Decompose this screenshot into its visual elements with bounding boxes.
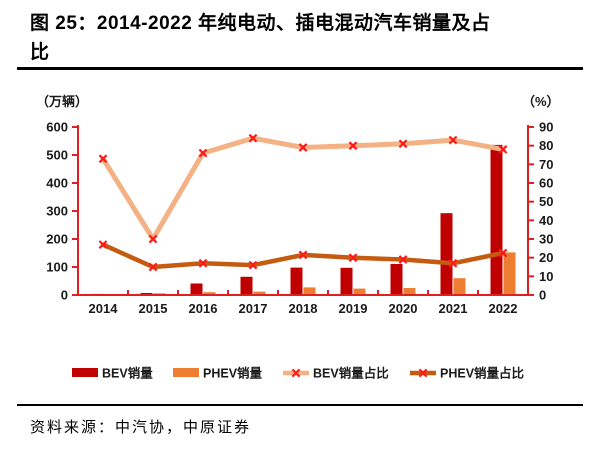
svg-text:0: 0 — [61, 288, 68, 303]
right-axis — [527, 125, 534, 296]
svg-text:2017: 2017 — [239, 301, 268, 316]
left-axis-unit-label: （万辆） — [36, 94, 88, 109]
phev-share-line — [98, 240, 508, 272]
phev-bar — [403, 288, 416, 295]
phev-bars — [103, 252, 516, 295]
phev-bar — [353, 288, 366, 295]
bev-bar — [290, 267, 303, 295]
svg-text:2021: 2021 — [439, 301, 468, 316]
phev-bar — [303, 287, 316, 295]
bev-bars — [90, 144, 503, 295]
phev-bar — [453, 278, 466, 295]
bev-bar — [440, 213, 453, 295]
svg-text:400: 400 — [46, 176, 68, 191]
right-axis-tick-labels: 0 10 20 30 40 50 60 70 80 90 — [539, 120, 553, 303]
bev-bar — [340, 267, 353, 295]
svg-text:2022: 2022 — [489, 301, 518, 316]
svg-text:40: 40 — [539, 213, 553, 228]
figure-title-line2: 比 — [30, 42, 50, 63]
bev-bar — [240, 276, 253, 295]
left-axis-tick-labels: 0 100 200 300 400 500 600 — [46, 120, 68, 303]
svg-text:0: 0 — [539, 288, 546, 303]
svg-text:300: 300 — [46, 204, 68, 219]
bev-bar — [490, 144, 503, 295]
svg-text:2016: 2016 — [189, 301, 218, 316]
svg-text:90: 90 — [539, 120, 553, 135]
chart-area: 0 100 200 300 400 500 600 0 10 20 30 40 50 60 70 80 90 20… — [0, 90, 600, 390]
svg-text:70: 70 — [539, 157, 553, 172]
svg-text:2014: 2014 — [89, 301, 119, 316]
svg-text:20: 20 — [539, 250, 553, 265]
svg-text:200: 200 — [46, 232, 68, 247]
svg-text:600: 600 — [46, 120, 68, 135]
svg-text:2018: 2018 — [289, 301, 318, 316]
svg-text:2020: 2020 — [389, 301, 418, 316]
bev-bar — [390, 263, 403, 295]
left-axis — [72, 125, 79, 296]
title-divider — [17, 67, 583, 70]
right-axis-unit-label: （%） — [522, 94, 560, 109]
legend-label: PHEV销量 — [203, 366, 263, 381]
bev-share-line — [98, 133, 508, 244]
legend-bev-swatch — [72, 368, 98, 377]
svg-text:100: 100 — [46, 260, 68, 275]
svg-text:2015: 2015 — [139, 301, 168, 316]
chart-legend: BEV销量 PHEV销量 BEV销量占比 PHEV销量占比 — [72, 366, 525, 381]
svg-text:10: 10 — [539, 269, 553, 284]
phev-bar — [203, 292, 216, 295]
x-axis-tick-labels: 2014 2015 2016 2017 2018 2019 2020 2021 2022 — [89, 301, 518, 316]
legend-label: PHEV销量占比 — [440, 366, 525, 381]
svg-text:30: 30 — [539, 232, 553, 247]
bev-bar — [190, 283, 203, 295]
figure-title: 图 25：2014-2022 年纯电动、插电混动汽车销量及占 比 — [30, 9, 586, 67]
combo-chart: 0 100 200 300 400 500 600 0 10 20 30 40 50 60 70 80 90 20… — [36, 94, 560, 381]
svg-text:2019: 2019 — [339, 301, 368, 316]
svg-text:50: 50 — [539, 194, 553, 209]
svg-text:80: 80 — [539, 138, 553, 153]
figure-title-line1: 图 25：2014-2022 年纯电动、插电混动汽车销量及占 — [30, 13, 491, 34]
phev-bar — [253, 291, 266, 295]
legend-label: BEV销量 — [102, 366, 153, 381]
source-divider — [17, 404, 583, 406]
legend-label: BEV销量占比 — [313, 366, 389, 381]
source-note: 资料来源：中汽协，中原证券 — [30, 420, 252, 436]
x-axis — [78, 290, 528, 296]
svg-text:60: 60 — [539, 176, 553, 191]
phev-bar — [503, 252, 516, 295]
svg-text:500: 500 — [46, 148, 68, 163]
legend-phev-swatch — [173, 368, 199, 377]
